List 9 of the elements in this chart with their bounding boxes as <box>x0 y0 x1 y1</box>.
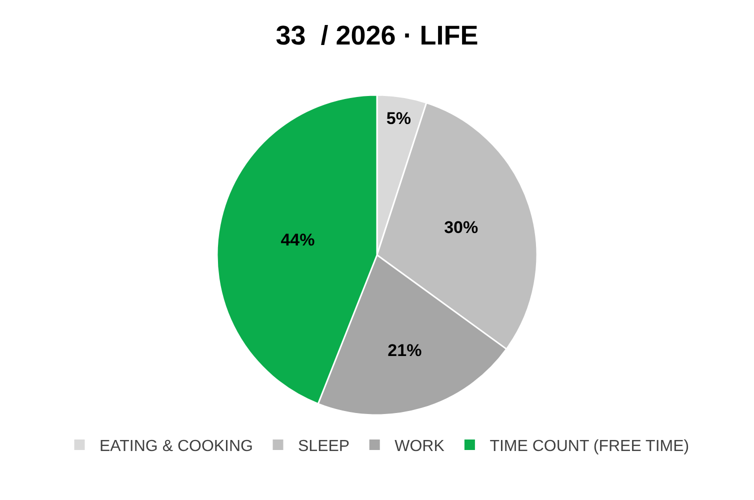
legend-label: TIME COUNT (FREE TIME) <box>490 438 690 455</box>
data-label: 44% <box>280 230 315 250</box>
legend-label: SLEEP <box>298 438 350 455</box>
data-label: 5% <box>386 108 411 128</box>
chart-title: 33 / 2026 · LIFE <box>276 20 478 50</box>
data-label: 30% <box>444 218 478 238</box>
legend-label: WORK <box>394 438 445 455</box>
legend-label: EATING & COOKING <box>100 438 253 455</box>
data-label: 21% <box>388 340 422 360</box>
